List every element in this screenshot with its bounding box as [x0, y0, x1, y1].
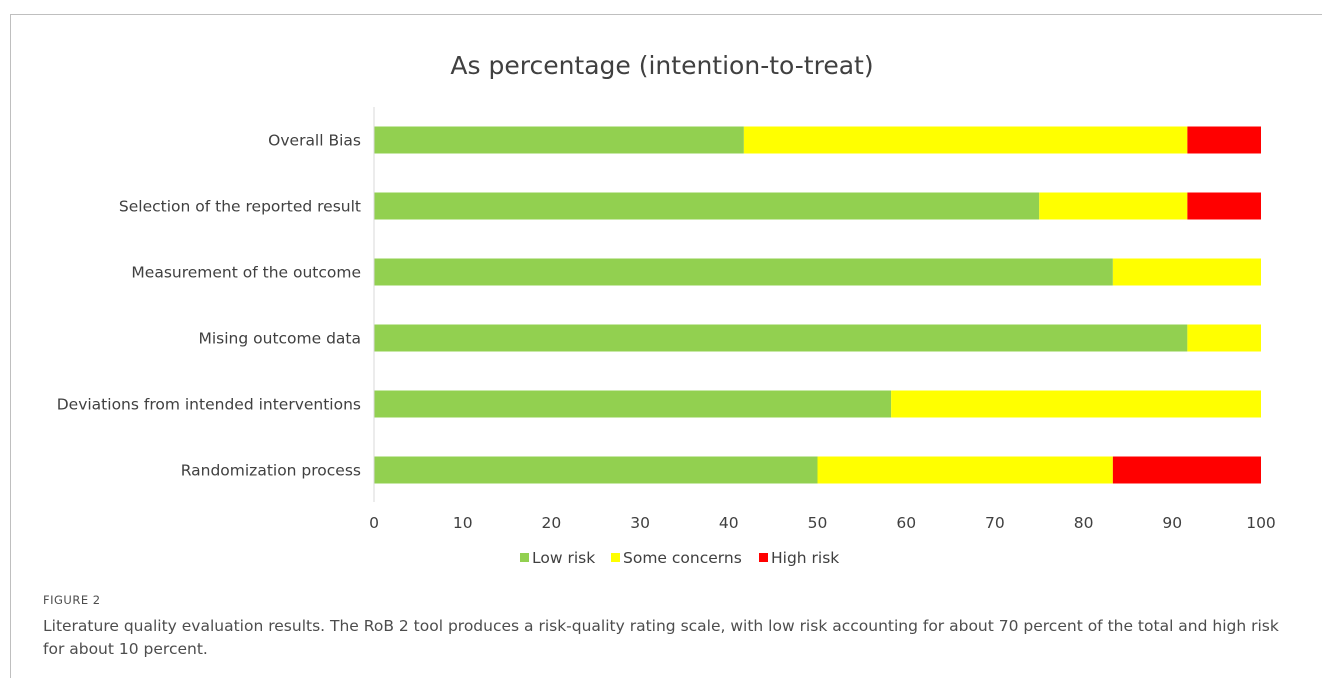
bar-high-risk	[1112, 456, 1261, 484]
bar-low-risk	[374, 390, 892, 418]
bars-layer	[374, 126, 1261, 484]
x-tick-label: 20	[542, 514, 562, 532]
x-tick-label: 70	[985, 514, 1005, 532]
x-tick-label: 100	[1246, 514, 1276, 532]
legend-item-high-risk: High risk	[759, 549, 839, 567]
legend-label: High risk	[771, 549, 839, 567]
legend: Low risk Some concerns High risk	[520, 549, 839, 567]
category-label: Randomization process	[181, 462, 361, 480]
legend-label: Some concerns	[623, 549, 742, 567]
bar-some-concerns	[743, 126, 1188, 154]
x-tick-label: 90	[1162, 514, 1182, 532]
category-label: Overall Bias	[268, 132, 361, 150]
x-tick-label: 40	[719, 514, 739, 532]
figure-frame-top	[10, 14, 1322, 15]
figure-caption: FIGURE 2 Literature quality evaluation r…	[43, 593, 1303, 661]
bar-some-concerns	[891, 390, 1261, 418]
x-tick-label: 0	[369, 514, 379, 532]
chart-title: As percentage (intention-to-treat)	[450, 51, 873, 80]
figure-frame-left	[10, 14, 11, 678]
legend-item-some-concerns: Some concerns	[611, 549, 742, 567]
x-tick-labels: 0 10 20 30 40 50 60 70 80 90 100	[369, 514, 1276, 532]
bar-some-concerns	[817, 456, 1113, 484]
legend-swatch	[611, 553, 620, 562]
legend-item-low-risk: Low risk	[520, 549, 595, 567]
x-tick-label: 50	[808, 514, 828, 532]
legend-swatch	[759, 553, 768, 562]
category-label: Measurement of the outcome	[131, 264, 361, 282]
category-label: Deviations from intended interventions	[57, 396, 361, 414]
bar-high-risk	[1187, 192, 1261, 220]
stacked-bar-chart: As percentage (intention-to-treat) Overa…	[57, 51, 1276, 567]
legend-label: Low risk	[532, 549, 595, 567]
category-label: Mising outcome data	[198, 330, 361, 348]
bar-some-concerns	[1187, 324, 1261, 352]
figure-caption-text: Literature quality evaluation results. T…	[43, 617, 1279, 658]
x-tick-label: 30	[630, 514, 650, 532]
category-label: Selection of the reported result	[119, 198, 361, 216]
x-tick-label: 80	[1074, 514, 1094, 532]
x-tick-label: 10	[453, 514, 473, 532]
bar-low-risk	[374, 456, 818, 484]
figure-label: FIGURE 2	[43, 593, 101, 607]
bar-some-concerns	[1039, 192, 1188, 220]
bar-low-risk	[374, 126, 744, 154]
legend-swatch	[520, 553, 529, 562]
bar-low-risk	[374, 324, 1188, 352]
bar-some-concerns	[1112, 258, 1261, 286]
x-tick-label: 60	[896, 514, 916, 532]
bar-low-risk	[374, 258, 1113, 286]
category-labels: Overall Bias Selection of the reported re…	[57, 132, 361, 480]
bar-low-risk	[374, 192, 1040, 220]
bar-high-risk	[1187, 126, 1261, 154]
